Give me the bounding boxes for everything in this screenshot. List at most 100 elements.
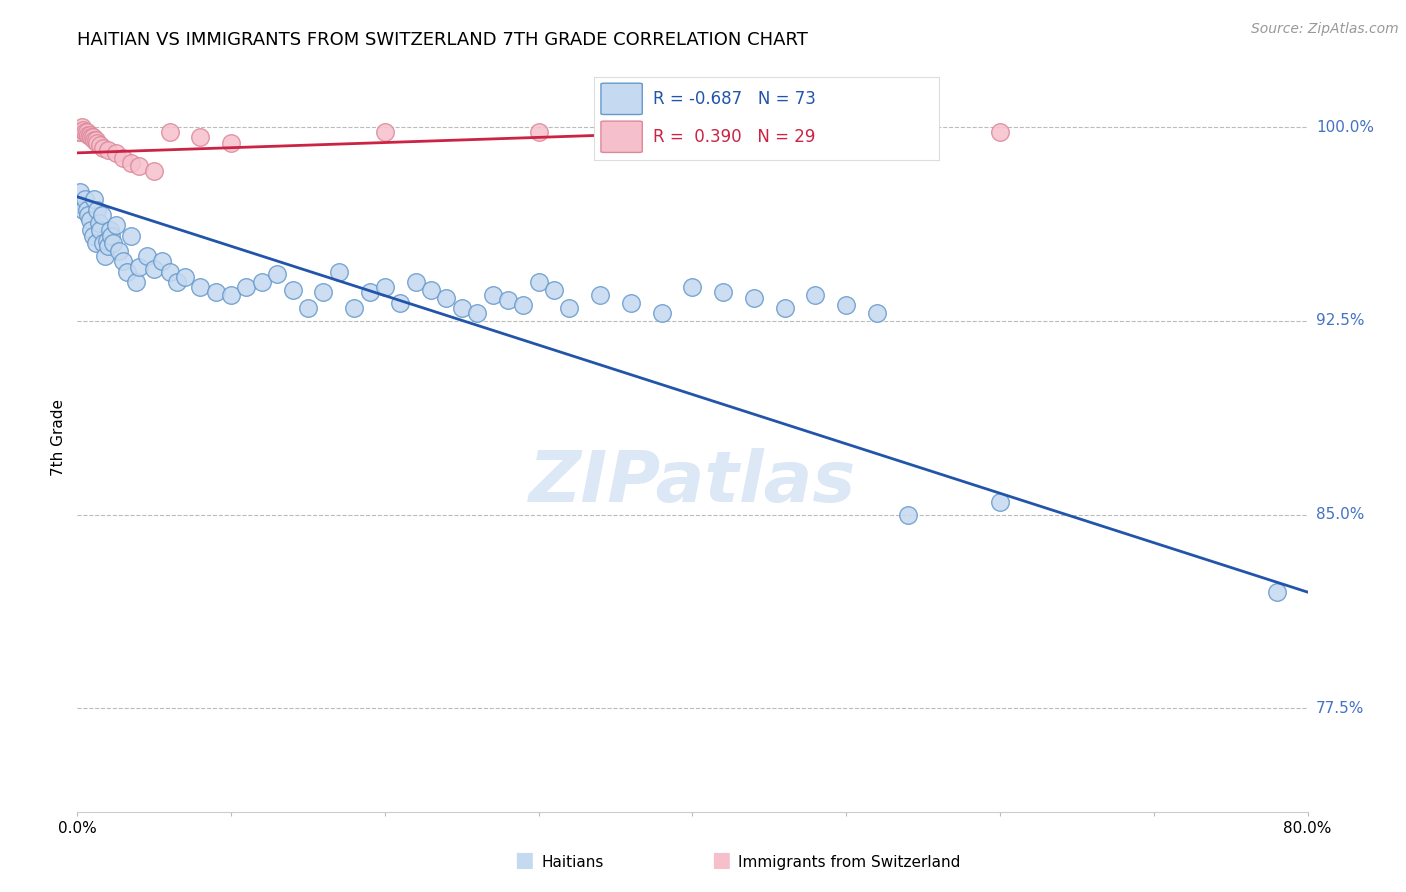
Point: [89, 223, 111, 237]
Text: 77.5%: 77.5%: [1316, 701, 1364, 716]
Point: [83, 193, 105, 207]
Point: [80, 130, 103, 145]
Point: [125, 275, 148, 289]
Point: [76, 125, 98, 139]
Point: [69, 185, 91, 199]
Point: [72, 122, 94, 136]
Point: [120, 228, 142, 243]
Point: [70, 197, 93, 211]
Point: [101, 236, 124, 251]
Point: [128, 260, 150, 274]
Point: [72, 202, 94, 217]
Point: [143, 262, 166, 277]
Point: [465, 306, 488, 320]
Point: [112, 151, 135, 165]
Point: [82, 228, 104, 243]
Point: [79, 128, 101, 142]
Point: [174, 269, 197, 284]
Point: [108, 244, 131, 258]
Point: [481, 288, 503, 302]
Point: [527, 275, 550, 289]
Point: [897, 508, 920, 522]
Point: [420, 283, 443, 297]
Point: [589, 288, 612, 302]
Point: [135, 249, 157, 263]
Point: [742, 291, 765, 305]
Point: [543, 283, 565, 297]
Point: [235, 280, 257, 294]
Point: [343, 301, 366, 315]
Point: [87, 216, 110, 230]
Point: [80, 223, 103, 237]
Point: [281, 283, 304, 297]
Point: [69, 125, 91, 139]
Text: Source: ZipAtlas.com: Source: ZipAtlas.com: [1251, 22, 1399, 37]
Point: [496, 293, 519, 307]
Point: [835, 298, 858, 312]
Point: [682, 125, 704, 139]
Point: [188, 130, 212, 145]
Point: [93, 141, 115, 155]
Text: 92.5%: 92.5%: [1316, 313, 1364, 328]
Point: [266, 268, 288, 282]
Text: 100.0%: 100.0%: [1316, 120, 1374, 135]
Point: [328, 265, 350, 279]
Point: [104, 145, 127, 160]
Point: [83, 133, 105, 147]
Point: [773, 301, 796, 315]
Point: [90, 208, 114, 222]
Point: [988, 125, 1011, 139]
Point: [835, 125, 858, 139]
Point: [104, 218, 127, 232]
Text: ■: ■: [515, 850, 534, 870]
Point: [711, 285, 734, 300]
Point: [219, 288, 242, 302]
Point: [77, 208, 100, 222]
Point: [682, 280, 704, 294]
Point: [97, 143, 120, 157]
Point: [97, 239, 120, 253]
Point: [512, 298, 534, 312]
Point: [558, 301, 581, 315]
Point: [527, 125, 550, 139]
Point: [76, 202, 98, 217]
Point: [804, 288, 827, 302]
Point: [73, 125, 96, 139]
Point: [77, 128, 100, 142]
Point: [651, 306, 673, 320]
Text: ZIPatlas: ZIPatlas: [529, 448, 856, 516]
Point: [143, 164, 166, 178]
Y-axis label: 7th Grade: 7th Grade: [51, 399, 66, 475]
Point: [436, 291, 458, 305]
Point: [89, 138, 111, 153]
Point: [250, 275, 273, 289]
Point: [405, 275, 427, 289]
Point: [79, 213, 101, 227]
Point: [86, 136, 108, 150]
Point: [359, 285, 381, 300]
Point: [159, 265, 181, 279]
Point: [866, 306, 889, 320]
Point: [84, 133, 107, 147]
Point: [204, 285, 226, 300]
Point: [82, 130, 104, 145]
Point: [84, 236, 107, 251]
Point: [73, 193, 96, 207]
Point: [96, 234, 118, 248]
Point: [98, 223, 121, 237]
Point: [450, 301, 472, 315]
Point: [219, 136, 242, 150]
Point: [312, 285, 335, 300]
Point: [150, 254, 173, 268]
Point: [159, 125, 181, 139]
Point: [1265, 585, 1288, 599]
Point: [374, 125, 396, 139]
Text: HAITIAN VS IMMIGRANTS FROM SWITZERLAND 7TH GRADE CORRELATION CHART: HAITIAN VS IMMIGRANTS FROM SWITZERLAND 7…: [77, 31, 808, 49]
Point: [86, 202, 108, 217]
Point: [128, 159, 150, 173]
Point: [188, 280, 212, 294]
Point: [112, 254, 135, 268]
Text: Haitians: Haitians: [541, 855, 603, 870]
Point: [70, 120, 93, 134]
Point: [115, 265, 138, 279]
